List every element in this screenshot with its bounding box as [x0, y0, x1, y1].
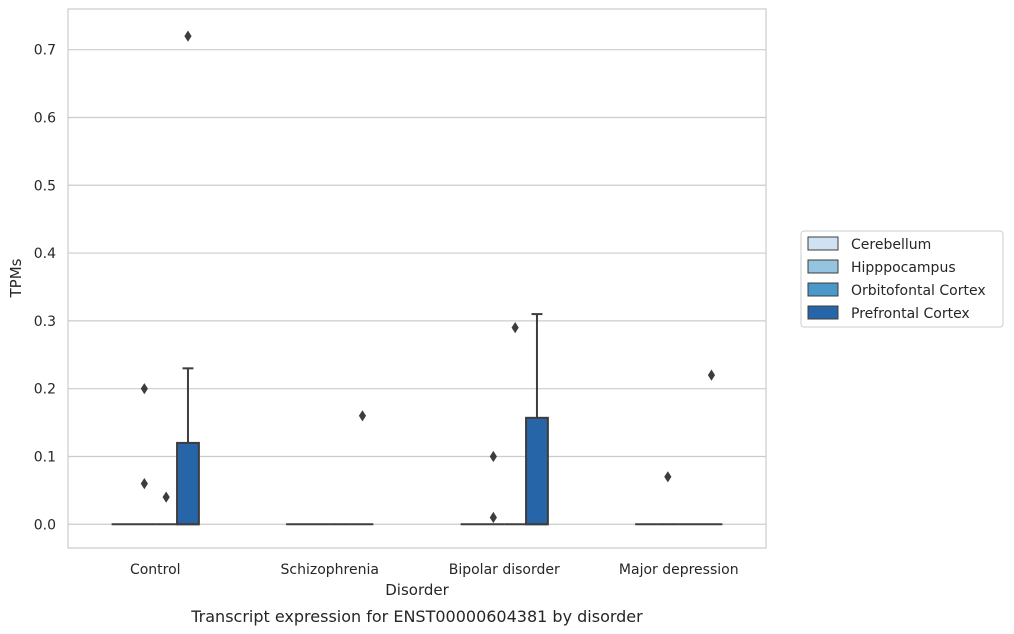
y-tick-label: 0.0: [34, 517, 56, 533]
boxes: [111, 313, 723, 526]
outlier-point: [162, 491, 170, 503]
y-tick-label: 0.6: [34, 110, 56, 126]
box-body: [176, 441, 200, 526]
y-tick-label: 0.4: [34, 246, 56, 262]
outliers: [140, 30, 716, 524]
x-tick-label: Control: [130, 562, 181, 578]
outlier-point: [358, 410, 367, 422]
y-tick-label: 0.2: [34, 382, 56, 398]
legend: Cerebellum Hipppocampus Orbitofontal Corte…: [800, 230, 1004, 328]
outlier-point: [664, 471, 672, 483]
legend-swatch: [807, 282, 839, 297]
x-tick-label: Bipolar disorder: [449, 562, 560, 578]
legend-label: Prefrontal Cortex: [851, 306, 970, 322]
outlier-point: [707, 369, 716, 381]
x-tick-label: Major depression: [619, 562, 739, 578]
outlier-point: [140, 383, 148, 395]
legend-swatch: [807, 236, 839, 251]
outlier-point: [184, 30, 192, 42]
box-body: [525, 416, 549, 526]
legend-swatch: [807, 305, 839, 320]
y-tick-label: 0.3: [34, 314, 56, 330]
legend-frame: [800, 230, 1004, 328]
outlier-point: [140, 477, 148, 490]
plot-frame: [67, 8, 767, 549]
y-axis-label: TPMs: [7, 258, 25, 298]
x-axis-label: Disorder: [385, 581, 449, 599]
outlier-point: [489, 450, 497, 463]
y-tick-label: 0.1: [34, 449, 56, 465]
box-prefrontal-cortex-2: [525, 313, 549, 526]
x-tick-label: Schizophrenia: [281, 562, 379, 578]
outlier-point: [511, 322, 519, 334]
legend-label: Hipppocampus: [851, 260, 956, 276]
y-axis-ticks: 0.0 0.1 0.2 0.3 0.4 0.5 0.6 0.7: [34, 43, 56, 534]
x-axis-ticks: Control Schizophrenia Bipolar disorder Majo…: [130, 562, 739, 578]
legend-label: Cerebellum: [851, 237, 931, 253]
chart-caption: Transcript expression for ENST0000060438…: [190, 607, 643, 626]
grid-lines: [68, 49, 766, 525]
y-tick-label: 0.5: [34, 178, 56, 194]
legend-swatch: [807, 259, 839, 274]
legend-label: Orbitofontal Cortex: [851, 283, 986, 299]
box-prefrontal-cortex-0: [176, 367, 200, 526]
y-tick-label: 0.7: [34, 43, 56, 59]
outlier-point: [489, 511, 497, 524]
